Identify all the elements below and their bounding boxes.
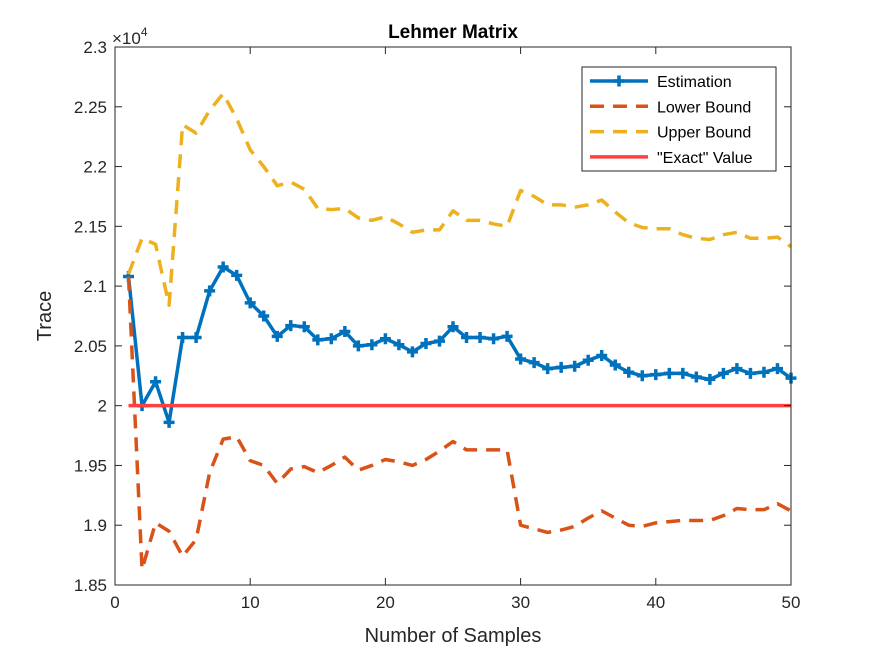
data-point-marker bbox=[528, 357, 540, 369]
series-layer bbox=[123, 91, 797, 572]
data-point-marker bbox=[433, 335, 445, 347]
y-tick-label: 2.3 bbox=[83, 38, 107, 57]
data-point-marker bbox=[596, 349, 608, 361]
data-point-marker bbox=[758, 366, 770, 378]
y-tick-label: 1.95 bbox=[74, 456, 107, 475]
data-point-marker bbox=[447, 321, 459, 333]
y-tick-label: 1.85 bbox=[74, 576, 107, 595]
data-point-marker bbox=[177, 332, 189, 344]
x-axis-title: Number of Samples bbox=[365, 625, 542, 647]
data-point-marker bbox=[150, 376, 162, 388]
data-point-marker bbox=[717, 367, 729, 379]
data-point-marker bbox=[312, 334, 324, 346]
y-axis-exponent-power: 4 bbox=[141, 25, 148, 39]
x-tick-label: 50 bbox=[782, 593, 801, 612]
data-point-marker bbox=[771, 363, 783, 375]
data-point-marker bbox=[352, 340, 364, 352]
data-point-marker bbox=[744, 367, 756, 379]
y-tick-label: 2 bbox=[98, 397, 107, 416]
x-tick-label: 40 bbox=[646, 593, 665, 612]
data-point-marker bbox=[366, 339, 378, 351]
series-line-3 bbox=[126, 91, 793, 307]
data-point-marker bbox=[501, 330, 513, 342]
data-point-marker bbox=[231, 269, 243, 281]
data-point-marker bbox=[325, 333, 337, 345]
data-point-marker bbox=[379, 333, 391, 345]
y-tick-label: 2.1 bbox=[83, 277, 107, 296]
legend: Estimation Lower Bound Upper Bound "Exact" … bbox=[581, 66, 777, 172]
data-point-marker bbox=[393, 339, 405, 351]
data-point-marker bbox=[731, 363, 743, 375]
legend-label-1: Estimation bbox=[657, 74, 732, 91]
data-point-marker bbox=[636, 370, 648, 382]
legend-box bbox=[581, 66, 777, 172]
legend-swatch-marker bbox=[613, 75, 625, 87]
data-point-marker bbox=[271, 330, 283, 342]
x-tick-label: 0 bbox=[110, 593, 119, 612]
data-point-marker bbox=[339, 326, 351, 338]
data-point-marker bbox=[690, 371, 702, 383]
data-point-marker bbox=[258, 310, 270, 322]
data-point-marker bbox=[244, 297, 256, 309]
y-tick-label: 2.15 bbox=[74, 217, 107, 236]
data-point-marker bbox=[204, 285, 216, 297]
legend-label-3: Upper Bound bbox=[657, 125, 751, 142]
data-point-marker bbox=[555, 361, 567, 373]
data-point-marker bbox=[663, 367, 675, 379]
y-axis-title: Trace bbox=[34, 291, 56, 341]
data-point-marker bbox=[677, 367, 689, 379]
y-axis-exponent: ×104 bbox=[112, 25, 148, 48]
x-tick-label: 30 bbox=[511, 593, 530, 612]
data-point-marker bbox=[704, 373, 716, 385]
y-tick-label: 1.9 bbox=[83, 516, 107, 535]
data-point-marker bbox=[461, 332, 473, 344]
data-point-marker bbox=[217, 261, 229, 273]
data-point-marker bbox=[515, 353, 527, 365]
data-point-marker bbox=[623, 366, 635, 378]
chart-title: Lehmer Matrix bbox=[388, 22, 518, 43]
x-tick-label: 10 bbox=[241, 593, 260, 612]
data-point-marker bbox=[542, 363, 554, 375]
data-point-marker bbox=[406, 346, 418, 358]
data-point-marker bbox=[488, 333, 500, 345]
data-point-marker bbox=[569, 360, 581, 372]
legend-label-2: Lower Bound bbox=[657, 99, 751, 116]
data-point-marker bbox=[420, 337, 432, 349]
y-tick-label: 2.05 bbox=[74, 337, 107, 356]
legend-label-4: "Exact" Value bbox=[657, 150, 753, 167]
data-point-marker bbox=[582, 354, 594, 366]
data-point-marker bbox=[285, 320, 297, 332]
data-point-marker bbox=[474, 332, 486, 344]
data-point-marker bbox=[298, 321, 310, 333]
axes-box bbox=[114, 46, 792, 586]
data-point-marker bbox=[190, 332, 202, 344]
data-point-marker bbox=[650, 369, 662, 381]
x-tick-label: 20 bbox=[376, 593, 395, 612]
data-point-marker bbox=[163, 416, 175, 428]
series-line-2 bbox=[126, 276, 792, 572]
data-point-marker bbox=[609, 359, 621, 371]
y-tick-label: 2.25 bbox=[74, 98, 107, 117]
y-axis-exponent-base: ×10 bbox=[112, 29, 141, 48]
axes-layer: 0 10 20 30 40 50 1.85 1.9 1.95 2 2.05 2.1 2.15 2.2 2.2… bbox=[74, 38, 801, 612]
y-tick-label: 2.2 bbox=[83, 158, 107, 177]
